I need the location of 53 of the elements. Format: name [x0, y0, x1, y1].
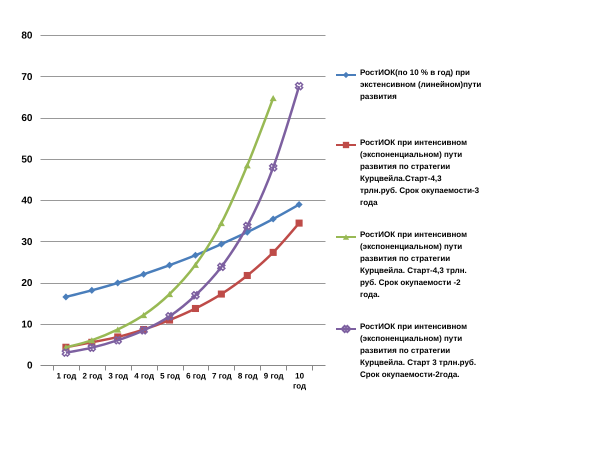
y-tick-label: 10	[21, 319, 33, 330]
point	[192, 304, 199, 312]
x-tick-label: 5 год	[160, 372, 180, 380]
y-tick-label: 0	[26, 360, 33, 372]
point	[88, 337, 96, 344]
point	[270, 95, 277, 102]
point	[294, 82, 304, 90]
point	[191, 291, 200, 300]
point	[218, 240, 225, 248]
point	[270, 215, 277, 223]
legend-label: РостИОК при интенсивном (экспоненциальном) пути развития по стратегии Курцвейла. Старт 3 трлн.руб. Срок окупаемости-2года.	[360, 322, 476, 379]
point	[165, 312, 174, 321]
x-tick-label: 2 год	[82, 372, 102, 380]
x-tick-label: 1 год	[56, 372, 76, 380]
point	[192, 262, 199, 268]
y-tick-label: 60	[21, 113, 33, 124]
point	[88, 343, 96, 352]
x-tick-label: 3 год	[108, 372, 128, 380]
x-tick-label: 10 год	[293, 372, 306, 390]
point	[114, 279, 122, 286]
point	[166, 262, 174, 269]
legend-label: РостИОК при интенсивном (экспоненциальном) пути развития по стратегии Курцвейла. Старт-4,3 трлн. руб. Срок окупаемости -2 года.	[360, 230, 468, 299]
y-tick-label: 30	[21, 236, 33, 248]
legend-label: РостИОК(по 10 % в год) при экстенсивном (линейном)пути развития	[360, 68, 482, 101]
y-tick-label: 50	[21, 154, 33, 166]
point	[244, 272, 251, 280]
y-tick-label: 40	[21, 196, 33, 206]
point	[140, 270, 148, 278]
point	[270, 248, 277, 256]
y-tick-label: 70	[21, 72, 33, 83]
point	[113, 336, 122, 344]
point	[114, 326, 122, 333]
point	[243, 222, 252, 230]
x-tick-label: 7 год	[212, 372, 232, 380]
x-tick-label: 6 год	[186, 372, 206, 380]
point	[62, 293, 70, 300]
point	[140, 312, 148, 318]
point	[217, 262, 226, 272]
point	[268, 163, 278, 172]
point	[62, 348, 70, 357]
point	[296, 201, 303, 208]
point	[218, 290, 225, 298]
legend-label: РостИОК при интенсивном (экспоненциальном) пути развития по стратегии Курцвейла.Старт-4,3 трлн.руб. Срок окупаемости-3 года	[360, 138, 480, 207]
x-tick-label: 9 год	[264, 372, 284, 380]
point	[192, 252, 199, 259]
y-tick-label: 20	[21, 278, 33, 289]
x-tick-label: 8 год	[238, 372, 258, 380]
y-tick-label: 80	[21, 30, 33, 42]
point	[296, 220, 303, 227]
point	[88, 286, 96, 294]
point	[218, 220, 225, 226]
point	[244, 162, 251, 168]
x-tick-label: 4 год	[134, 372, 154, 380]
